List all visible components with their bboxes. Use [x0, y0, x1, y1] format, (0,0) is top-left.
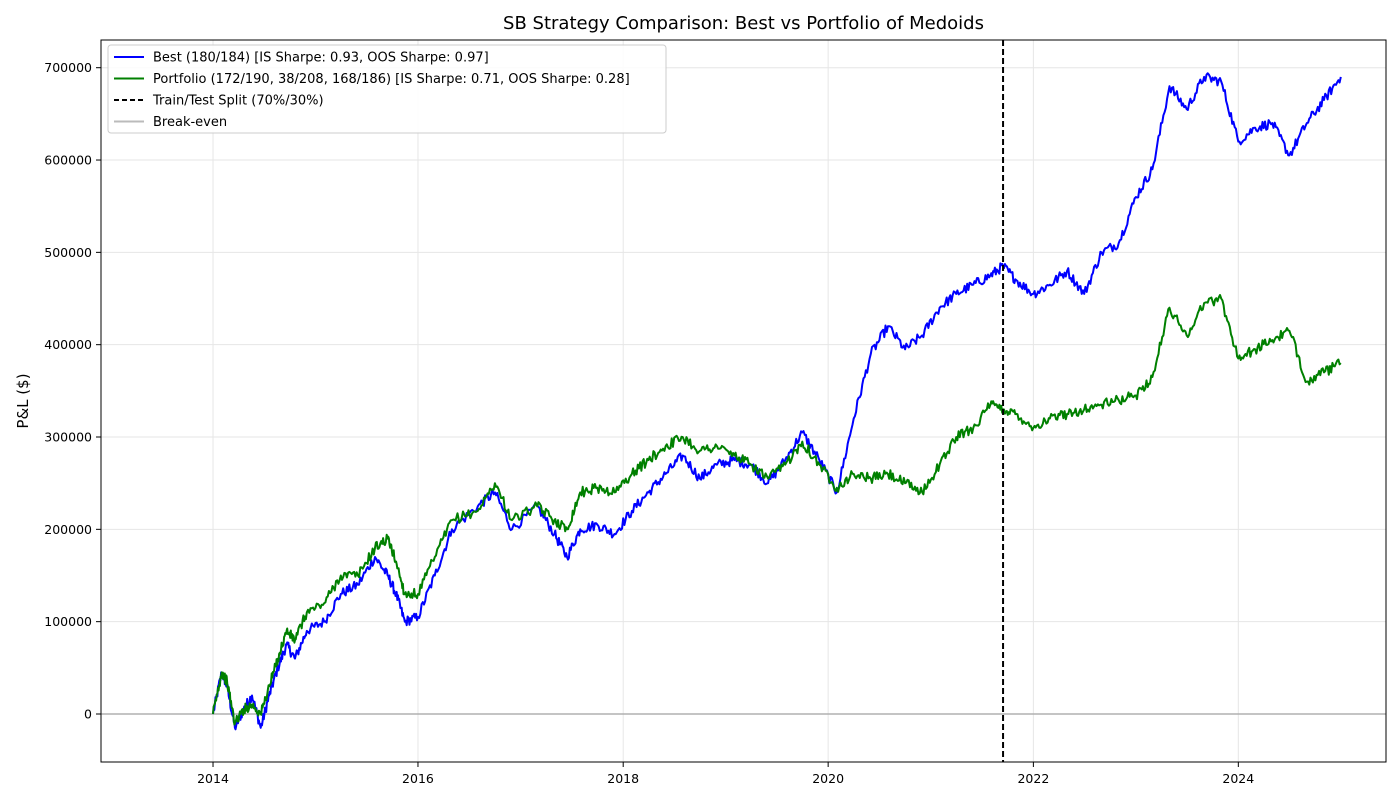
- y-tick-label: 400000: [44, 337, 92, 352]
- x-tick-label: 2016: [402, 771, 434, 786]
- y-tick-label: 0: [84, 706, 92, 721]
- y-axis-label: P&L ($): [14, 373, 32, 428]
- x-axis: 2014 2016 2018 2020 2022 2024: [197, 762, 1254, 786]
- legend-label: Best (180/184) [IS Sharpe: 0.93, OOS Sha…: [153, 51, 489, 66]
- y-tick-label: 200000: [44, 522, 92, 537]
- x-tick-label: 2014: [197, 771, 229, 786]
- legend-box: [107, 44, 667, 134]
- legend: Best (180/184) [IS Sharpe: 0.93, OOS Sha…: [107, 44, 667, 134]
- series-line-best: [212, 72, 1342, 731]
- x-tick-label: 2020: [812, 771, 844, 786]
- grid: [101, 40, 1386, 762]
- plot-frame: [100, 39, 1387, 763]
- legend-label: Train/Test Split (70%/30%): [152, 94, 324, 109]
- legend-label: Portfolio (172/190, 38/208, 168/186) [IS…: [153, 72, 630, 87]
- y-axis: 0 100000 200000 300000 400000 500000 600000 700…: [44, 60, 101, 721]
- x-tick-label: 2024: [1222, 771, 1254, 786]
- y-tick-label: 100000: [44, 614, 92, 629]
- series-line-portfolio: [212, 294, 1342, 726]
- y-tick-label: 500000: [44, 245, 92, 260]
- chart-title: SB Strategy Comparison: Best vs Portfoli…: [503, 13, 984, 34]
- legend-label: Break-even: [153, 115, 227, 130]
- y-tick-label: 300000: [44, 430, 92, 445]
- x-tick-label: 2022: [1017, 771, 1049, 786]
- y-tick-label: 600000: [44, 153, 92, 168]
- series-layer: [212, 72, 1342, 731]
- y-tick-label: 700000: [44, 60, 92, 75]
- x-tick-label: 2018: [607, 771, 639, 786]
